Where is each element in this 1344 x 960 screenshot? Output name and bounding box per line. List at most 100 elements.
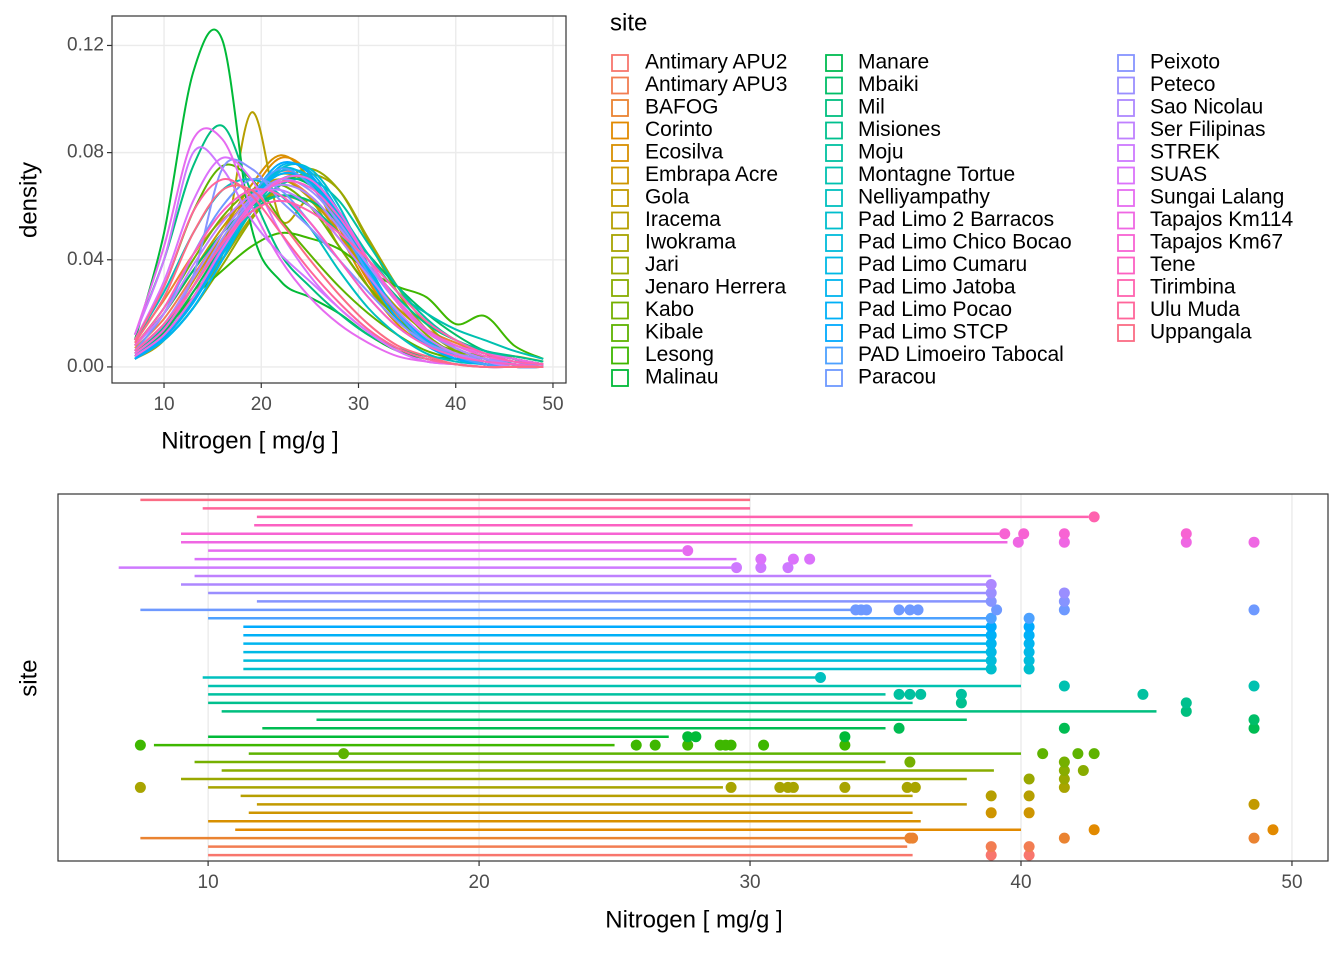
outlier-point xyxy=(1012,536,1024,548)
x-tick-label: 50 xyxy=(1281,872,1302,893)
outlier-point xyxy=(1023,773,1035,785)
y-tick-label: 0.08 xyxy=(67,142,104,163)
legend-label: Pad Limo Jatoba xyxy=(858,276,1016,299)
outlier-point xyxy=(1248,604,1260,616)
legend-key xyxy=(611,54,629,72)
legend-label: Corinto xyxy=(645,118,713,141)
density-line xyxy=(134,183,544,368)
legend-label: Ecosilva xyxy=(645,141,724,164)
legend-label: Paracou xyxy=(858,366,936,389)
legend-label: Lesong xyxy=(645,343,714,366)
outlier-point xyxy=(782,562,794,574)
legend-key xyxy=(825,121,843,140)
outlier-point xyxy=(1058,773,1070,785)
x-tick-label: 20 xyxy=(251,394,272,415)
outlier-point xyxy=(1058,528,1070,540)
legend-key xyxy=(611,301,629,320)
x-tick-label: 50 xyxy=(542,394,563,415)
legend-label: Malinau xyxy=(645,366,719,389)
outlier-point xyxy=(787,553,799,565)
outlier-point xyxy=(1180,528,1192,540)
legend-key xyxy=(1117,211,1135,230)
outlier-point xyxy=(649,739,661,751)
outlier-point xyxy=(1058,604,1070,616)
outlier-point xyxy=(1058,765,1070,777)
outlier-point xyxy=(999,528,1011,540)
outlier-point xyxy=(1248,680,1260,692)
outlier-point xyxy=(839,781,851,793)
outlier-point xyxy=(985,587,997,599)
x-tick-label: 40 xyxy=(445,394,466,415)
outlier-point xyxy=(985,612,997,624)
outlier-point xyxy=(804,553,816,565)
outlier-point xyxy=(1058,680,1070,692)
panel-border xyxy=(57,493,1329,862)
outlier-point xyxy=(1023,790,1035,802)
outlier-point xyxy=(1072,748,1084,760)
outlier-point xyxy=(985,621,997,633)
outlier-point xyxy=(774,781,786,793)
outlier-point xyxy=(904,604,916,616)
legend-key xyxy=(611,166,629,185)
legend-label: Antimary APU3 xyxy=(645,73,787,96)
outlier-point xyxy=(1058,595,1070,607)
outlier-point xyxy=(755,553,767,565)
legend-key xyxy=(611,346,629,365)
outlier-point xyxy=(1180,705,1192,717)
outlier-point xyxy=(907,832,919,844)
outlier-point xyxy=(1023,621,1035,633)
outlier-point xyxy=(1023,646,1035,658)
density-line xyxy=(134,199,544,366)
legend-key xyxy=(1117,256,1135,275)
y-tick-label: 0.04 xyxy=(67,249,104,270)
outlier-point xyxy=(985,841,997,853)
outlier-point xyxy=(690,731,702,743)
legend-label: Tapajos Km114 xyxy=(1150,208,1294,231)
legend-label: Embrapa Acre xyxy=(645,163,778,186)
outlier-point xyxy=(1037,748,1049,760)
legend-label: Uppangala xyxy=(1150,321,1252,344)
legend-key xyxy=(611,234,629,252)
legend-key xyxy=(1117,99,1135,117)
outlier-point xyxy=(1023,638,1035,650)
outlier-point xyxy=(839,739,851,751)
outlier-point xyxy=(630,739,642,751)
outlier-point xyxy=(1023,849,1035,861)
legend-label: Kibale xyxy=(645,321,703,344)
legend-key xyxy=(611,211,629,230)
outlier-point xyxy=(1248,536,1260,548)
outlier-point xyxy=(1023,807,1035,819)
outlier-point xyxy=(901,781,913,793)
legend-label: Misiones xyxy=(858,118,941,141)
outlier-point xyxy=(1058,832,1070,844)
outlier-point xyxy=(893,722,905,734)
outlier-point xyxy=(955,697,967,709)
outlier-point xyxy=(682,731,694,743)
outlier-point xyxy=(904,688,916,700)
outlier-point xyxy=(839,731,851,743)
y-tick-label: 0.00 xyxy=(67,356,104,377)
legend-key xyxy=(611,279,629,297)
outlier-point xyxy=(893,688,905,700)
legend-key xyxy=(825,346,843,365)
legend-label: Antimary APU2 xyxy=(645,51,787,74)
legend-key xyxy=(1117,166,1135,185)
legend-key xyxy=(825,54,843,72)
legend-key xyxy=(1117,234,1135,252)
outlier-point xyxy=(1058,536,1070,548)
x-tick-label: 10 xyxy=(198,872,219,893)
panel-border xyxy=(111,15,567,384)
outlier-point xyxy=(1088,824,1100,836)
outlier-point xyxy=(1180,697,1192,709)
outlier-point xyxy=(725,739,737,751)
x-tick-label: 20 xyxy=(469,872,490,893)
legend-key xyxy=(825,76,843,95)
legend-label: BAFOG xyxy=(645,96,719,119)
legend-key xyxy=(825,99,843,117)
outlier-point xyxy=(682,545,694,557)
legend-key xyxy=(1117,189,1135,207)
outlier-point xyxy=(1018,528,1030,540)
outlier-point xyxy=(985,646,997,658)
outlier-point xyxy=(1248,832,1260,844)
